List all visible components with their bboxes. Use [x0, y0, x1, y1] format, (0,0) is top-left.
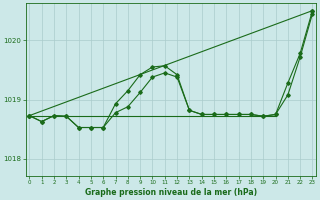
X-axis label: Graphe pression niveau de la mer (hPa): Graphe pression niveau de la mer (hPa) — [85, 188, 257, 197]
